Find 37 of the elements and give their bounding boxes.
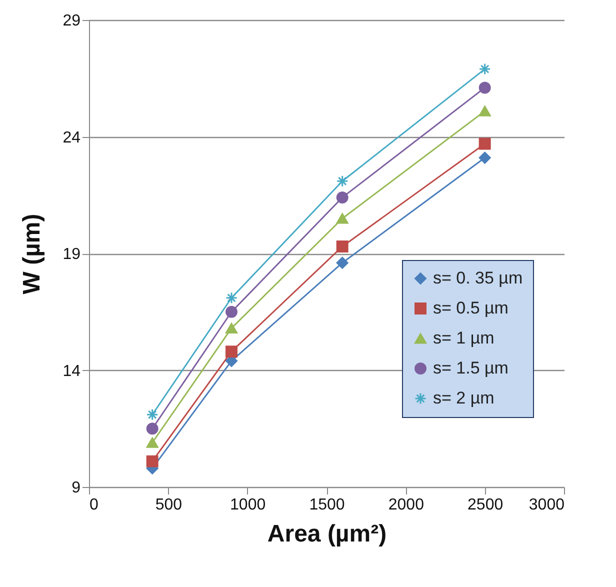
y-tick-label: 9 <box>72 480 81 496</box>
point <box>226 292 238 304</box>
point <box>478 63 491 76</box>
point <box>226 346 238 358</box>
point <box>226 322 238 334</box>
y-tick-label: 29 <box>62 12 81 30</box>
y-tick-label: 19 <box>62 246 81 263</box>
point <box>146 422 158 435</box>
point <box>478 138 491 150</box>
y-axis-title: W (µm) <box>18 214 46 294</box>
point <box>336 240 348 252</box>
point <box>146 408 158 421</box>
x-tick-label: 2500 <box>468 496 504 514</box>
point <box>478 152 491 164</box>
x-tick-label: 3000 <box>528 496 565 514</box>
point <box>478 106 491 116</box>
legend-label: s= 2 µm <box>433 388 494 408</box>
legend-label: s= 1 µm <box>433 328 494 348</box>
legend-label: s= 1.5 µm <box>433 358 508 378</box>
x-tick-label: 1500 <box>309 496 345 514</box>
y-tick-label: 14 <box>62 362 81 380</box>
point <box>146 437 158 448</box>
x-tick-label: 2000 <box>388 496 424 514</box>
legend-label: s= 0.5 µm <box>433 298 508 318</box>
point <box>336 256 348 269</box>
x-tick-label: 500 <box>155 496 182 514</box>
x-axis-title: Area (µm²) <box>267 520 387 548</box>
point <box>336 191 348 204</box>
point <box>226 306 238 318</box>
x-tick-label: 1000 <box>230 496 266 514</box>
point <box>336 213 348 224</box>
legend-label: s= 0. 35 µm <box>433 268 523 288</box>
y-tick-label: 24 <box>62 129 81 146</box>
point <box>336 175 348 188</box>
x-tick-label: 0 <box>90 496 98 514</box>
point <box>146 455 158 468</box>
point <box>478 82 491 94</box>
